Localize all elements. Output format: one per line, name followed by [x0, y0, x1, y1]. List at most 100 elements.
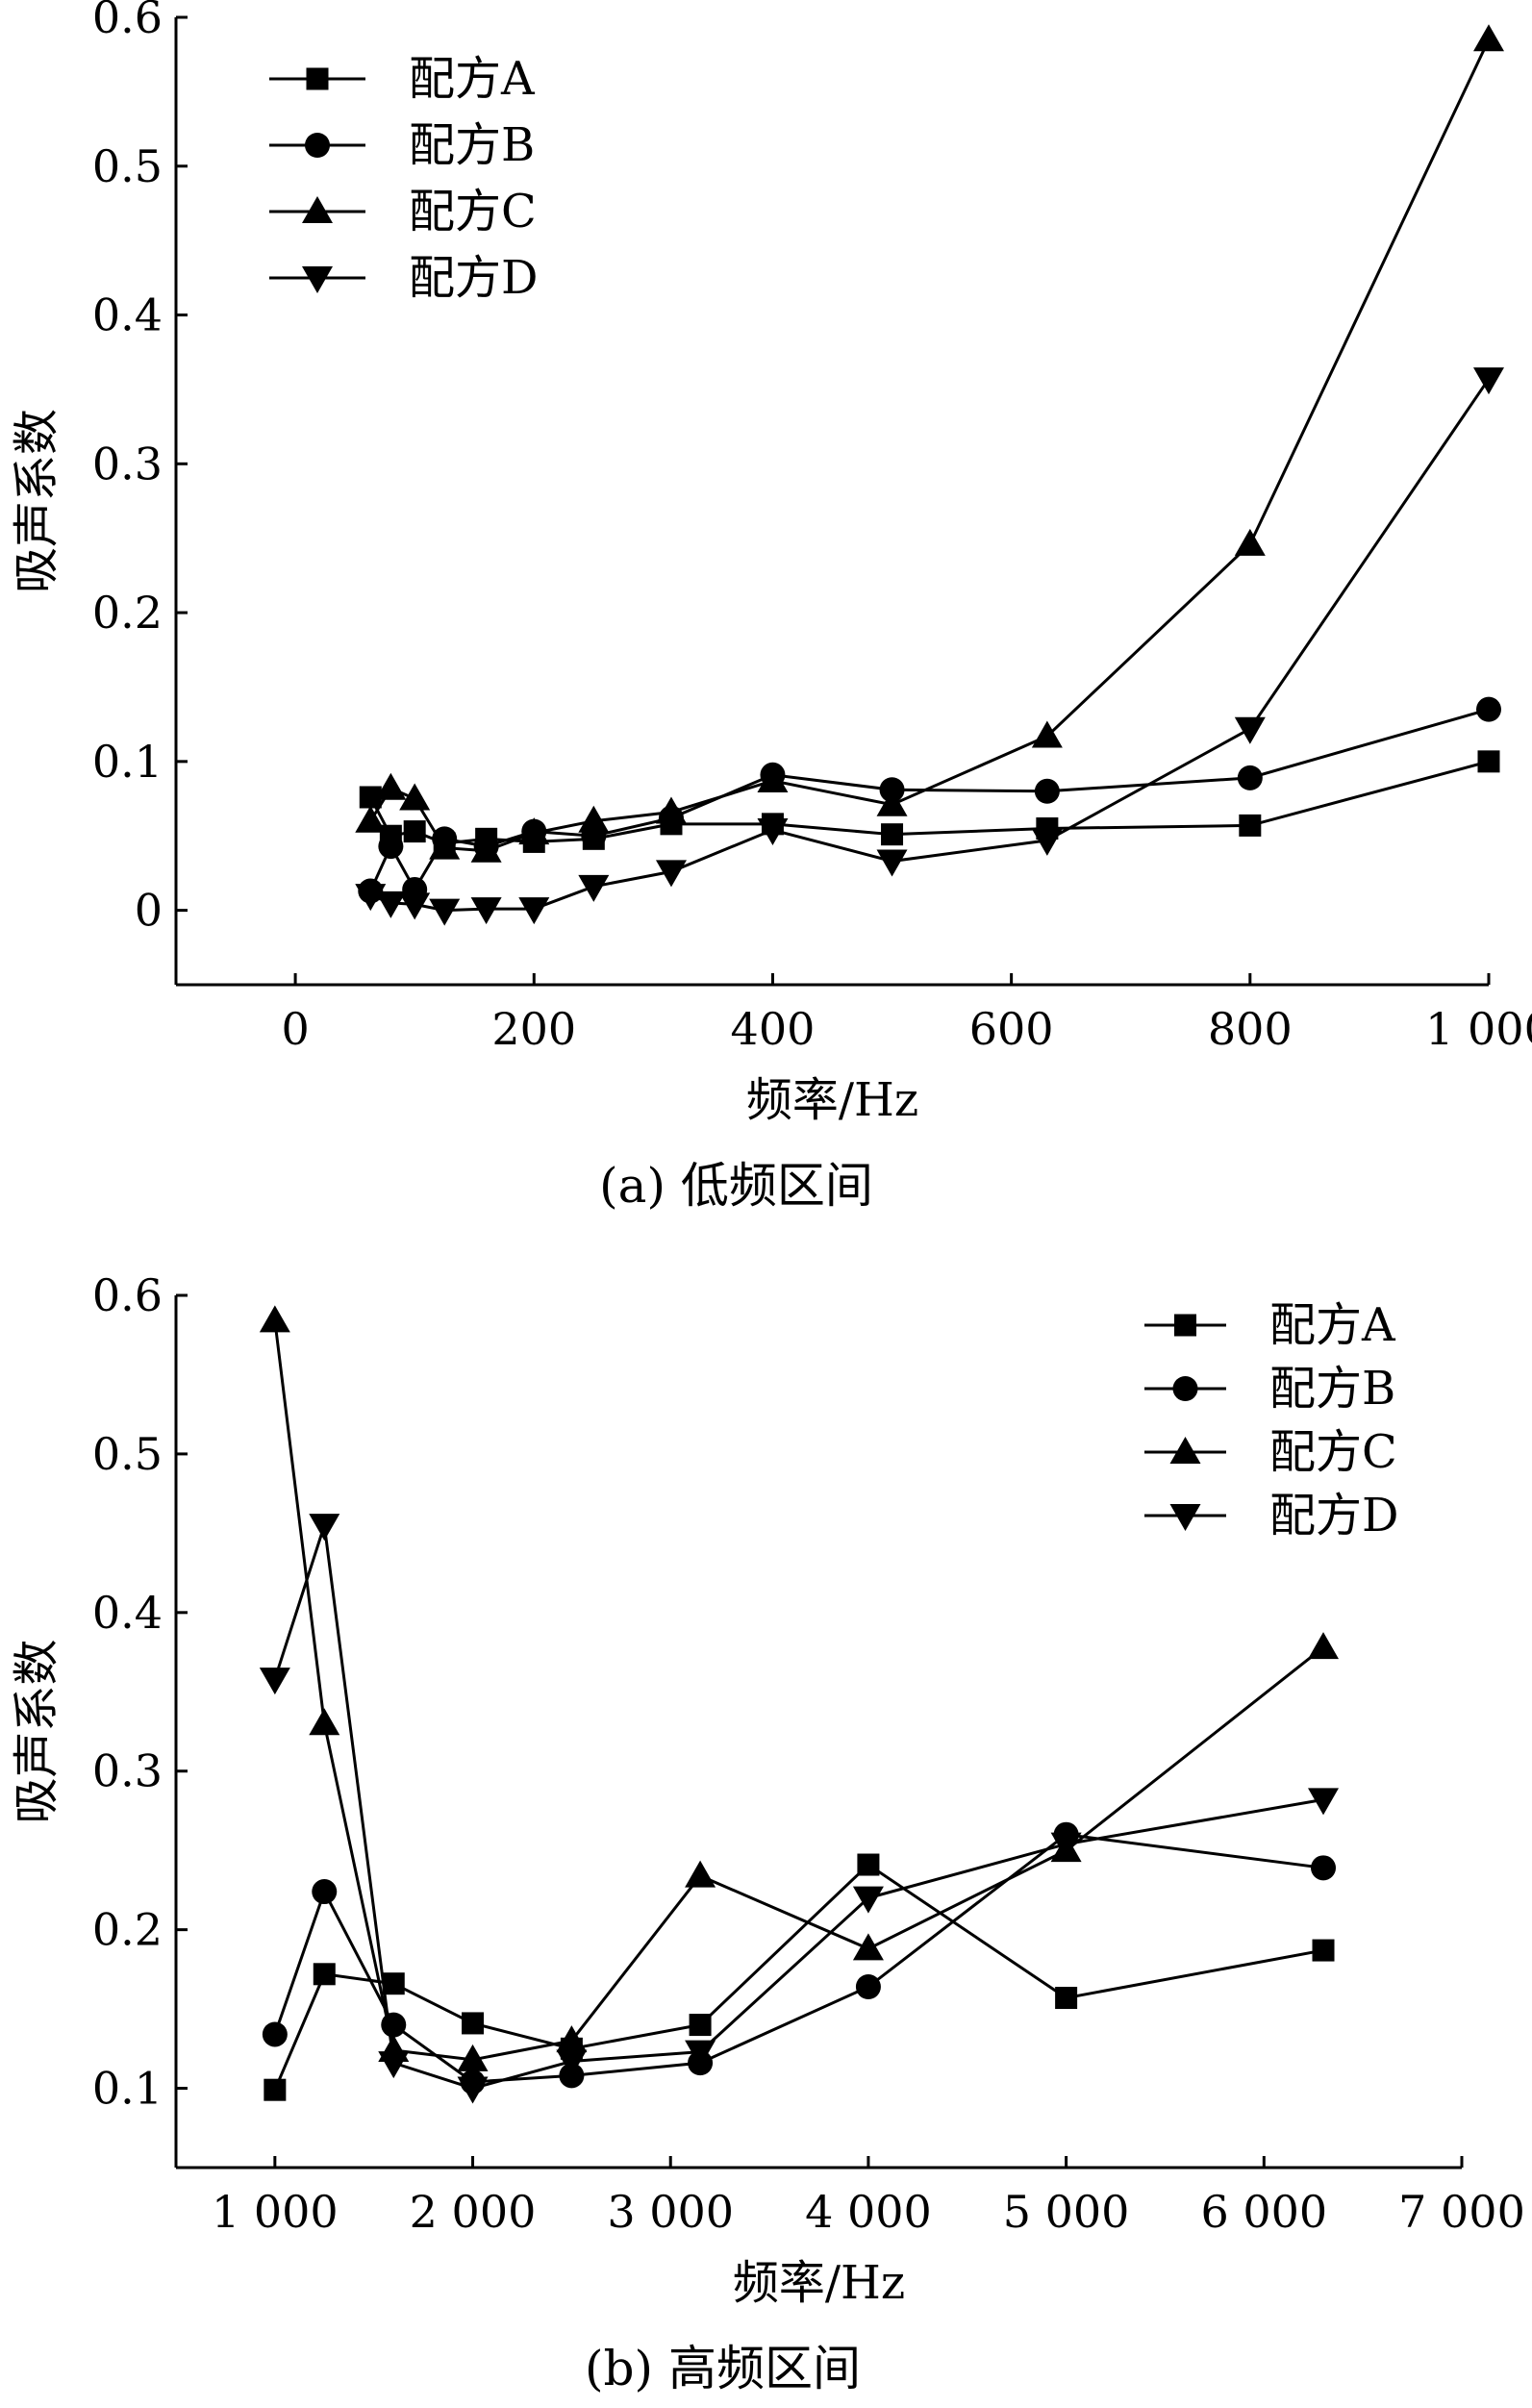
data-point: [876, 789, 908, 816]
data-point: [1308, 1632, 1340, 1660]
chart-low-frequency: 0 0.1 0.2 0.3 0.4 0.5 0.6 0 200 400 600 800 1 000 频率/…: [10, 0, 1532, 1214]
legend-marker: [1169, 1504, 1201, 1531]
legend-marker: [1172, 1376, 1198, 1401]
data-point: [429, 832, 461, 860]
data-point: [1031, 828, 1063, 856]
data-point: [852, 1933, 884, 1961]
y-tick-label: 0.2: [92, 1904, 163, 1956]
data-point: [757, 765, 789, 792]
data-point: [1034, 778, 1060, 804]
y-tick-label: 0.4: [92, 289, 163, 341]
data-point: [1476, 696, 1501, 722]
data-point: [378, 834, 404, 860]
legend-label: 配方C: [409, 185, 537, 238]
legend-marker: [302, 266, 333, 293]
data-point: [876, 849, 908, 877]
legend-label: 配方A: [1269, 1298, 1396, 1352]
x-tick-label: 600: [969, 1003, 1054, 1055]
x-tick-label: 800: [1208, 1003, 1293, 1055]
legend-marker: [1174, 1314, 1196, 1337]
data-point: [399, 783, 431, 811]
data-point: [1311, 1855, 1337, 1881]
series-line: [368, 38, 1491, 853]
data-point: [1055, 1987, 1078, 2010]
data-point: [313, 1963, 336, 1986]
data-point: [1234, 528, 1266, 556]
y-tick-label: 0.5: [92, 1428, 163, 1480]
data-point: [470, 835, 502, 863]
x-tick-label: 3 000: [607, 2186, 734, 2238]
y-axis-title: 吸声系数: [10, 1639, 63, 1823]
data-point: [462, 2012, 485, 2035]
data-point: [1473, 24, 1504, 52]
x-tick-label: 400: [731, 1003, 816, 1055]
legend-label: 配方D: [409, 251, 539, 305]
legend-label: 配方D: [1269, 1489, 1399, 1543]
data-point: [1050, 1832, 1082, 1860]
y-tick-label: 0.4: [92, 1587, 163, 1639]
y-tick-label: 0.1: [92, 2063, 163, 2115]
data-point: [470, 897, 502, 925]
legend-marker: [305, 133, 330, 158]
data-point: [355, 805, 387, 833]
series-2: [355, 24, 1504, 863]
series-3: [355, 367, 1504, 926]
data-point: [881, 823, 904, 846]
x-tick-label: 5 000: [1003, 2186, 1130, 2238]
data-point: [855, 1974, 881, 2000]
legend-label: 配方B: [409, 118, 535, 172]
series-0: [264, 1853, 1335, 2101]
data-point: [382, 1972, 405, 1995]
series-2: [259, 1305, 1340, 2071]
data-point: [381, 2012, 407, 2038]
data-point: [309, 1708, 340, 1736]
x-tick-label: 1 000: [212, 2186, 339, 2238]
series-line: [368, 708, 1490, 892]
data-point: [312, 1879, 338, 1905]
data-point: [375, 772, 407, 800]
data-point: [457, 2044, 489, 2071]
data-point: [655, 860, 687, 888]
data-point: [578, 874, 610, 902]
data-point: [355, 884, 387, 912]
y-tick-label: 0.1: [92, 736, 163, 788]
legend-label: 配方C: [1269, 1425, 1397, 1479]
legend-marker: [1169, 1437, 1201, 1464]
data-point: [264, 2078, 287, 2101]
legend-label: 配方B: [1269, 1362, 1395, 1416]
data-point: [685, 1860, 716, 1888]
data-point: [378, 2051, 410, 2079]
data-point: [375, 890, 407, 918]
data-point: [457, 2076, 489, 2104]
x-tick-label: 0: [281, 1003, 309, 1055]
chart-caption: (a) 低频区间: [599, 1158, 873, 1214]
data-point: [689, 2014, 712, 2037]
data-point: [309, 1514, 340, 1542]
x-tick-label: 2 000: [410, 2186, 537, 2238]
data-point: [259, 1305, 290, 1333]
data-point: [1308, 1788, 1340, 1816]
x-axis-title: 频率/Hz: [733, 2256, 905, 2310]
y-tick-label: 0.6: [92, 1269, 163, 1321]
data-point: [685, 2040, 716, 2068]
data-point: [1234, 716, 1266, 744]
data-point: [518, 897, 550, 925]
series-3: [259, 1514, 1340, 2104]
series-line: [273, 1320, 1324, 2062]
legend: 配方A 配方B 配方C 配方D: [1144, 1298, 1399, 1543]
data-point: [1312, 1939, 1335, 1962]
y-axis-title: 吸声系数: [10, 409, 63, 593]
data-point: [259, 1668, 290, 1695]
x-axis-title: 频率/Hz: [746, 1073, 918, 1127]
legend-label: 配方A: [409, 52, 536, 106]
y-tick-label: 0.6: [92, 0, 163, 43]
data-point: [556, 2049, 588, 2077]
x-tick-label: 1 000: [1425, 1003, 1532, 1055]
data-point: [403, 820, 426, 843]
data-point: [1473, 367, 1504, 395]
data-point: [757, 818, 789, 846]
series-line: [273, 1833, 1324, 2084]
data-point: [518, 817, 550, 845]
data-point: [262, 2021, 288, 2047]
